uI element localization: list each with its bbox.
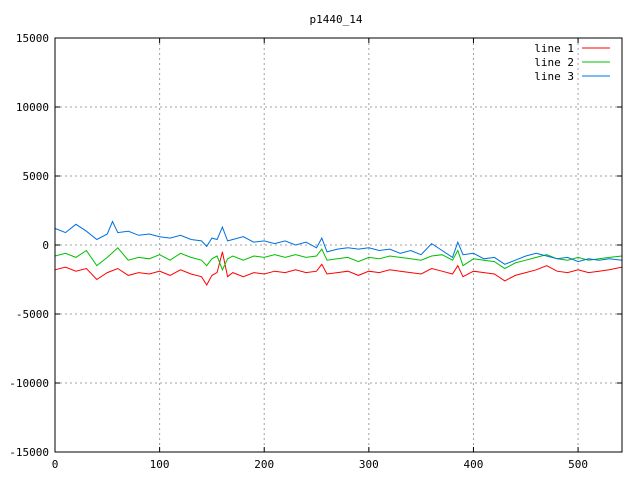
x-tick-label: 400 <box>464 458 484 471</box>
y-tick-label: 15000 <box>16 32 49 45</box>
x-tick-label: 300 <box>359 458 379 471</box>
plot-frame <box>54 37 623 453</box>
y-tick-label: -5000 <box>16 308 49 321</box>
axis-ticks: 0 100 200 300 400 500 -15000 -10000 -5000 0 5000 10… <box>9 32 622 471</box>
x-tick-label: 500 <box>568 458 588 471</box>
y-tick-label: 5000 <box>23 170 50 183</box>
y-tick-label: 0 <box>42 239 49 252</box>
y-tick-label: -10000 <box>9 377 49 390</box>
legend-label: line 3 <box>534 70 574 83</box>
y-tick-label: -15000 <box>9 446 49 459</box>
series-line-1 <box>54 251 623 286</box>
series-line-2 <box>54 247 623 272</box>
chart-title: p1440_14 <box>310 13 363 26</box>
series-group <box>54 220 623 286</box>
x-tick-label: 100 <box>150 458 170 471</box>
grid <box>55 38 622 452</box>
legend-label: line 2 <box>534 56 574 69</box>
legend-label: line 1 <box>534 42 574 55</box>
x-tick-label: 200 <box>254 458 274 471</box>
series-line-3 <box>54 220 623 265</box>
x-tick-label: 0 <box>52 458 59 471</box>
y-tick-label: 10000 <box>16 101 49 114</box>
